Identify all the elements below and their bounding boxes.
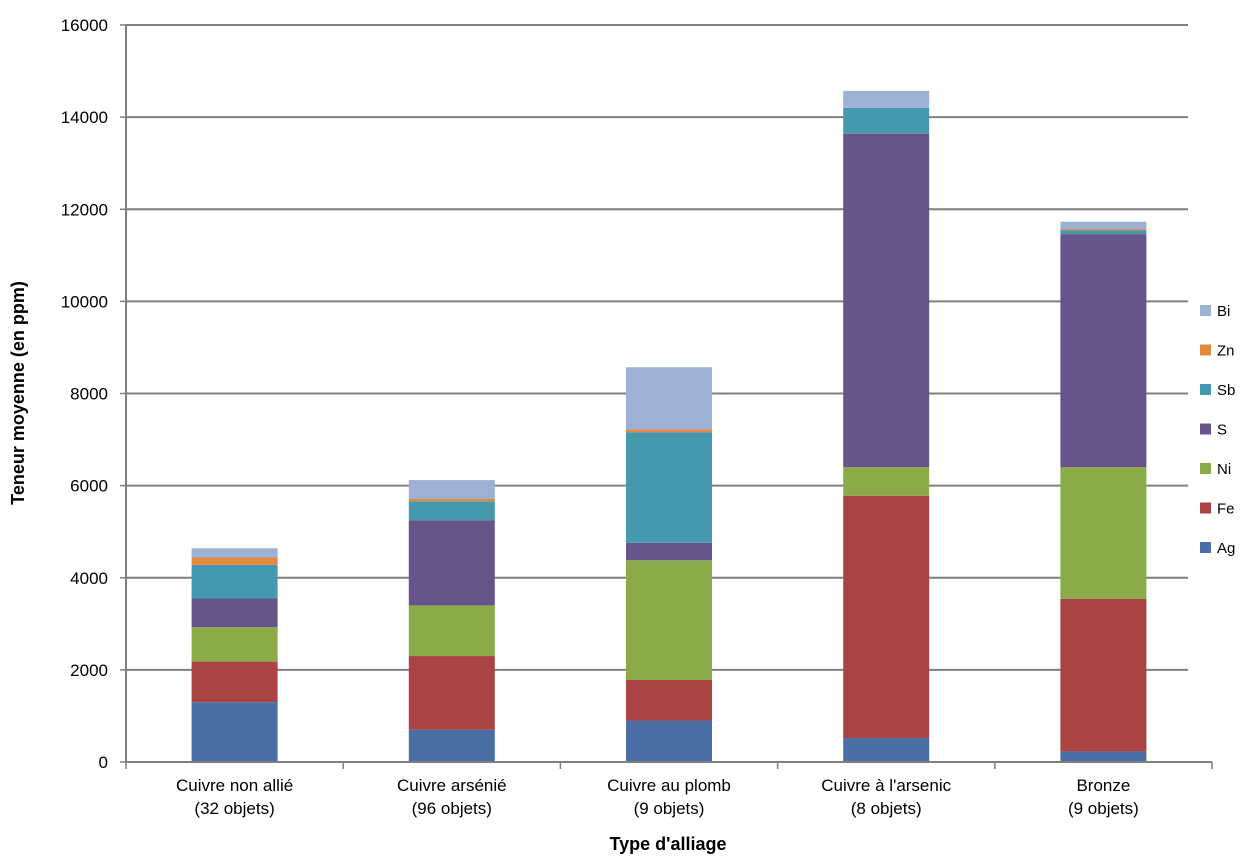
category-label: Cuivre à l'arsenic	[821, 776, 951, 795]
bar-segment-zn	[191, 557, 278, 565]
legend-swatch	[1200, 542, 1211, 553]
bar-segment-s	[1060, 234, 1147, 468]
bar-segment-ni	[626, 560, 712, 681]
bar-stack-cuivre-a-l-arsenic	[843, 90, 930, 762]
legend-item-bi: Bi	[1200, 303, 1230, 320]
bar-segment-zn	[408, 498, 495, 502]
y-tick-label: 10000	[61, 292, 108, 311]
bar-segment-bi	[843, 90, 930, 108]
legend-item-fe: Fe	[1200, 501, 1235, 518]
bar-segment-ni	[843, 467, 930, 496]
legend-item-ni: Ni	[1200, 461, 1231, 478]
axes	[125, 25, 1213, 769]
bar-stack-cuivre-non-allie	[191, 548, 278, 762]
bar-segment-fe	[191, 661, 278, 703]
bar-segment-ni	[191, 627, 278, 662]
legend-label: Fe	[1217, 501, 1235, 518]
bar-segment-ag	[1060, 751, 1147, 762]
bar-segment-sb	[408, 501, 495, 521]
legend-item-ag: Ag	[1200, 540, 1235, 557]
bar-segment-fe	[1060, 598, 1147, 752]
bar-segment-ni	[1060, 467, 1147, 599]
bar-segment-fe	[626, 680, 712, 721]
bar-segment-sb	[1060, 230, 1147, 235]
legend-swatch	[1200, 502, 1211, 514]
bar-segment-s	[408, 520, 495, 606]
y-tick-label: 6000	[70, 477, 108, 496]
legend-item-s: S	[1200, 422, 1227, 439]
bar-segment-ni	[408, 605, 495, 657]
category-label: Cuivre arsénié	[397, 776, 507, 795]
legend-item-sb: Sb	[1200, 382, 1235, 399]
category-sublabel: (96 objets)	[412, 799, 492, 818]
legend-label: Zn	[1217, 343, 1235, 360]
y-tick-label: 4000	[70, 569, 108, 588]
legend-item-zn: Zn	[1200, 343, 1235, 360]
bar-segment-bi	[626, 367, 712, 430]
bars	[191, 90, 1147, 762]
y-tick-label: 12000	[61, 200, 108, 219]
bar-segment-bi	[1060, 221, 1147, 230]
x-axis-title: Type d'alliage	[610, 834, 727, 854]
legend-swatch	[1200, 423, 1211, 435]
bar-stack-cuivre-arsenie	[408, 480, 495, 762]
category-sublabel: (9 objets)	[1068, 799, 1139, 818]
legend-label: S	[1217, 422, 1227, 439]
bar-segment-sb	[843, 107, 930, 134]
bar-segment-bi	[408, 480, 495, 499]
bar-segment-sb	[626, 432, 712, 543]
legend-label: Bi	[1217, 303, 1230, 320]
y-tick-label: 0	[99, 753, 108, 772]
y-tick-labels: 0 2000 4000 6000 8000 10000 12000 14000 16000	[61, 16, 108, 772]
bar-segment-fe	[408, 656, 495, 730]
y-tick-label: 2000	[70, 661, 108, 680]
bar-segment-s	[626, 542, 712, 561]
bar-stack-cuivre-au-plomb	[626, 367, 712, 762]
bar-segment-fe	[843, 495, 930, 739]
legend-swatch	[1200, 305, 1211, 316]
bar-segment-ag	[843, 738, 930, 762]
bar-segment-bi	[191, 548, 278, 558]
legend-swatch	[1200, 344, 1211, 356]
bar-segment-ag	[191, 702, 278, 762]
legend: Bi Zn Sb S Ni Fe Ag	[1200, 303, 1235, 557]
category-sublabel: (9 objets)	[634, 799, 705, 818]
y-tick-label: 16000	[61, 16, 108, 35]
bar-segment-s	[843, 133, 930, 468]
y-axis-title: Teneur moyenne (en ppm)	[8, 281, 28, 505]
legend-label: Sb	[1217, 382, 1235, 399]
category-sublabel: (8 objets)	[851, 799, 922, 818]
category-label: Bronze	[1076, 776, 1130, 795]
y-tick-label: 14000	[61, 108, 108, 127]
legend-label: Ag	[1217, 540, 1235, 557]
bar-segment-ag	[626, 720, 712, 762]
bar-segment-s	[191, 598, 278, 628]
x-tick-labels: Cuivre non allié (32 objets) Cuivre arséni…	[176, 776, 1139, 818]
bar-segment-zn	[626, 429, 712, 433]
category-label: Cuivre non allié	[176, 776, 293, 795]
bar-stack-bronze	[1060, 221, 1147, 762]
legend-swatch	[1200, 463, 1211, 474]
bar-segment-sb	[191, 564, 278, 599]
legend-label: Ni	[1217, 461, 1231, 478]
bar-segment-zn	[1060, 229, 1147, 231]
category-label: Cuivre au plomb	[607, 776, 731, 795]
category-sublabel: (32 objets)	[194, 799, 274, 818]
y-tick-label: 8000	[70, 385, 108, 404]
bar-segment-ag	[408, 729, 495, 762]
legend-swatch	[1200, 384, 1211, 395]
